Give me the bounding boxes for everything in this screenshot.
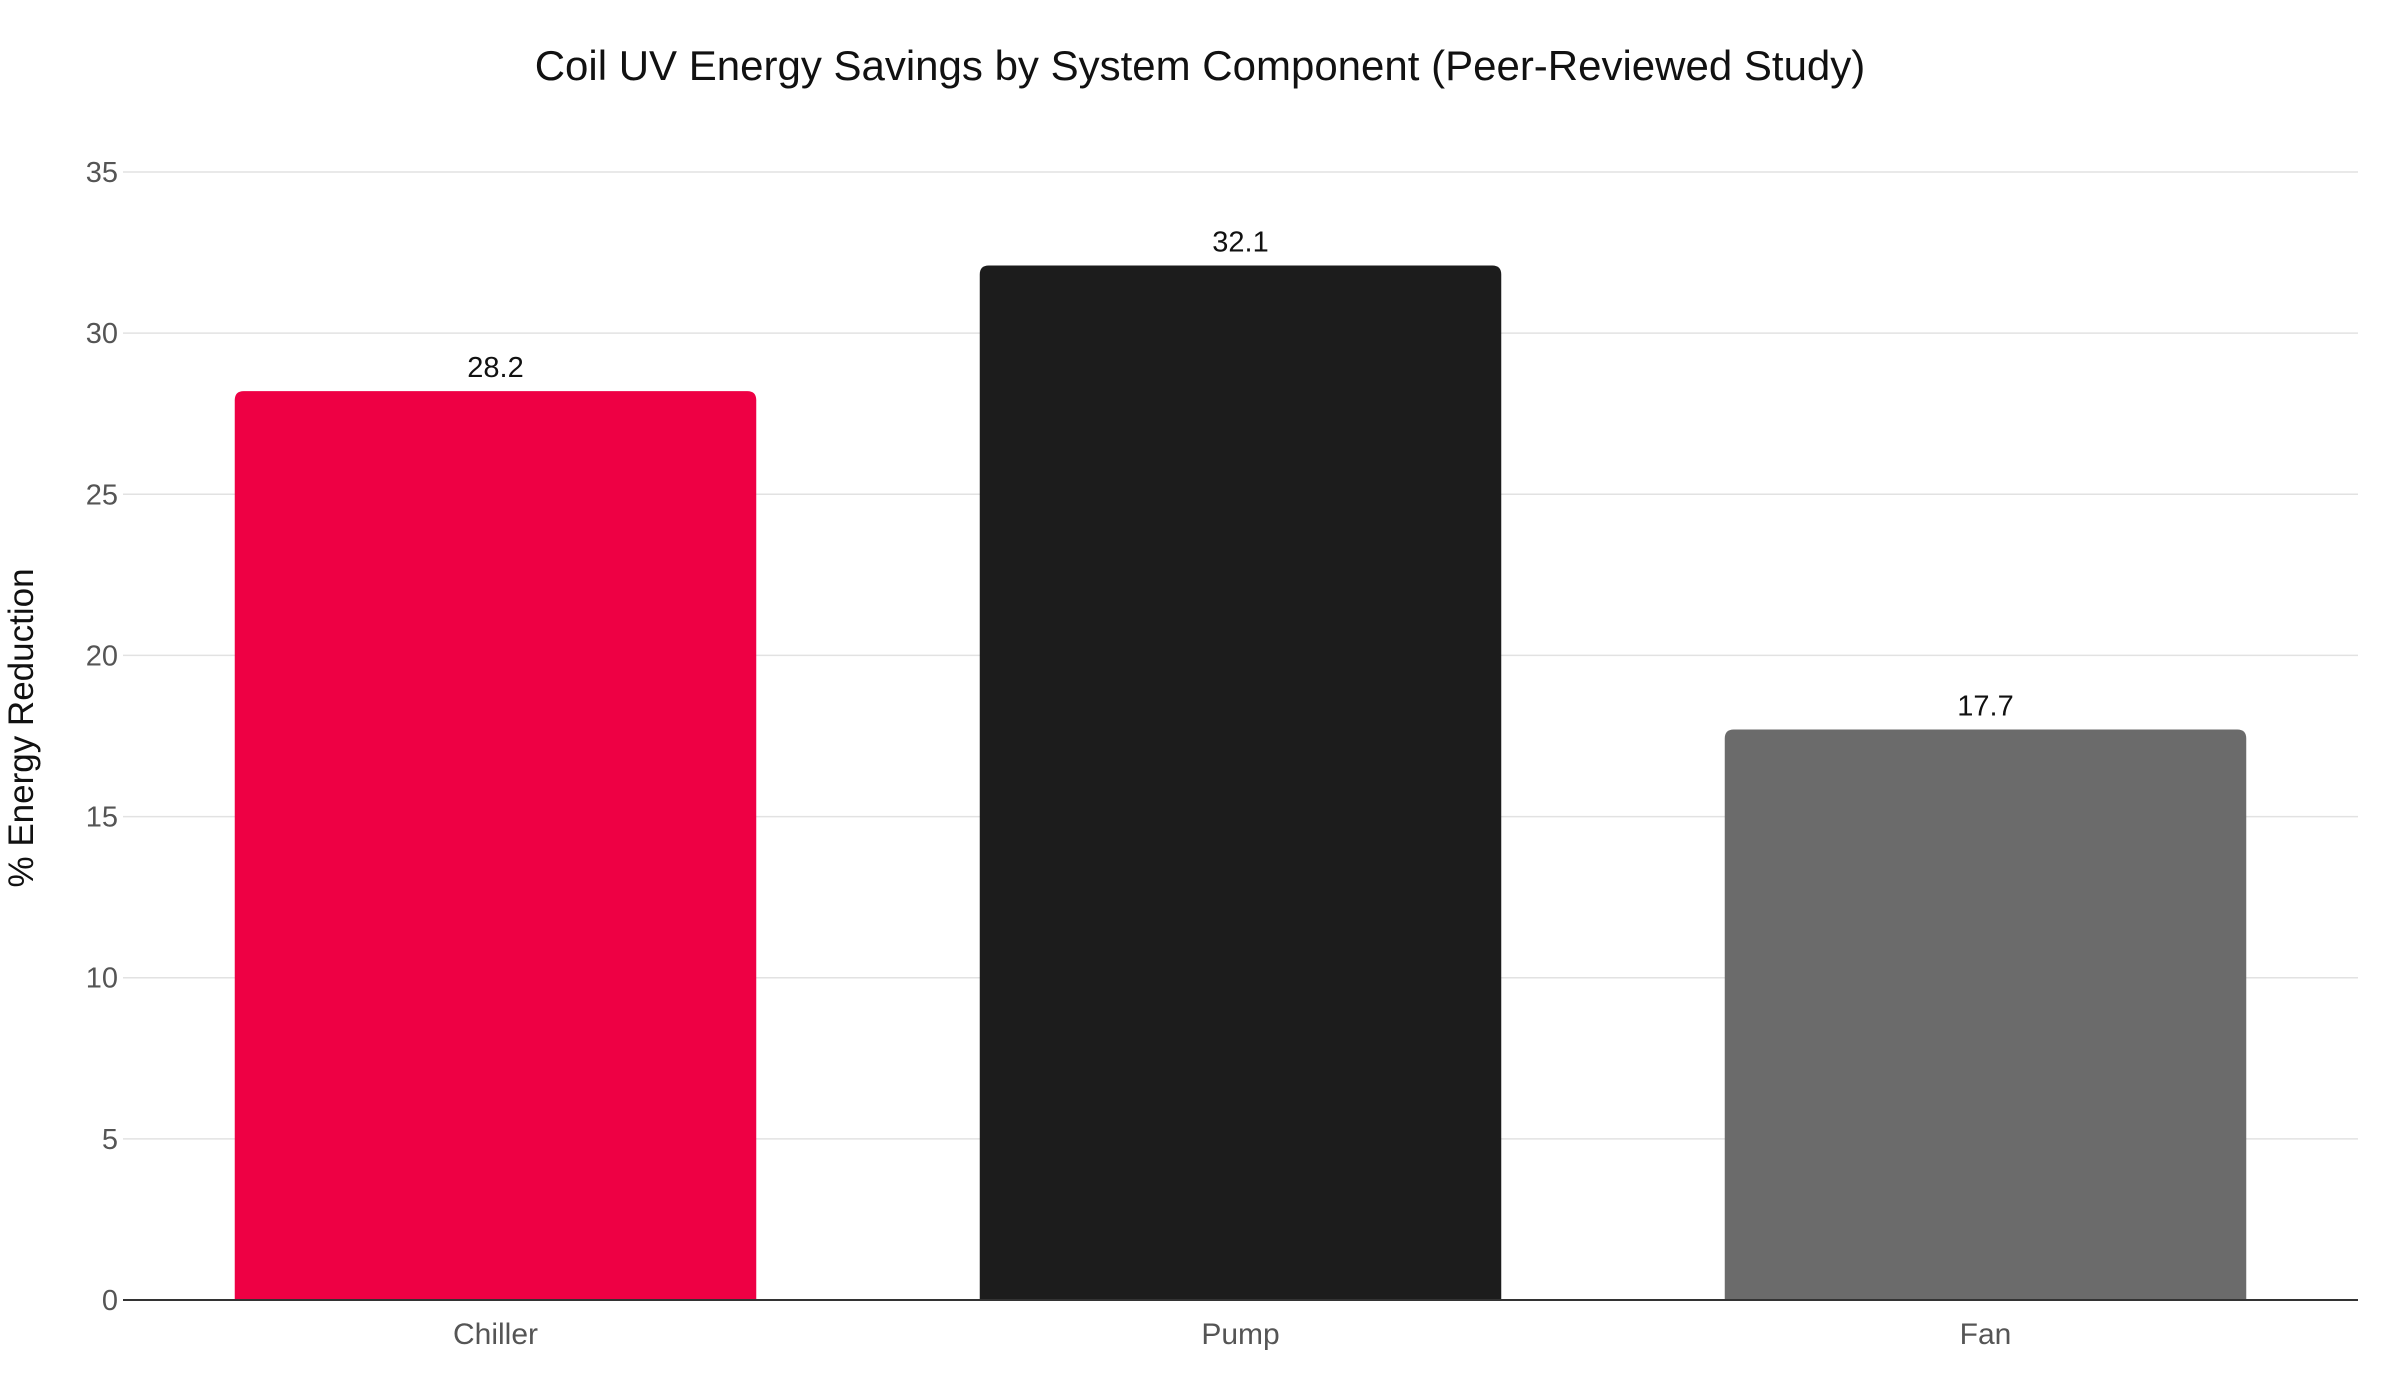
y-axis-title: % Energy Reduction — [2, 568, 41, 887]
data-label: 17.7 — [1957, 691, 2013, 723]
bars — [234, 265, 2247, 1300]
bar-fan — [1724, 729, 2247, 1300]
y-tick-label: 30 — [86, 318, 118, 350]
y-tick-label: 25 — [86, 479, 118, 511]
data-labels: 28.2 32.1 17.7 — [467, 226, 2013, 722]
data-label: 28.2 — [467, 352, 523, 384]
y-tick-label: 10 — [86, 963, 118, 995]
x-axis-ticks: Chiller Pump Fan — [453, 1318, 2011, 1351]
x-tick-label: Fan — [1960, 1318, 2012, 1351]
y-tick-label: 5 — [102, 1124, 118, 1156]
bar-pump — [979, 265, 1502, 1300]
x-tick-label: Chiller — [453, 1318, 538, 1351]
chart-title: Coil UV Energy Savings by System Compone… — [535, 42, 1866, 89]
x-tick-label: Pump — [1201, 1318, 1279, 1351]
y-tick-label: 0 — [102, 1285, 118, 1317]
data-label: 32.1 — [1212, 226, 1268, 258]
y-tick-label: 15 — [86, 802, 118, 834]
bar-chiller — [234, 391, 757, 1300]
y-axis-ticks: 0 5 10 15 20 25 30 35 — [86, 157, 118, 1317]
y-tick-label: 20 — [86, 640, 118, 672]
y-tick-label: 35 — [86, 157, 118, 189]
